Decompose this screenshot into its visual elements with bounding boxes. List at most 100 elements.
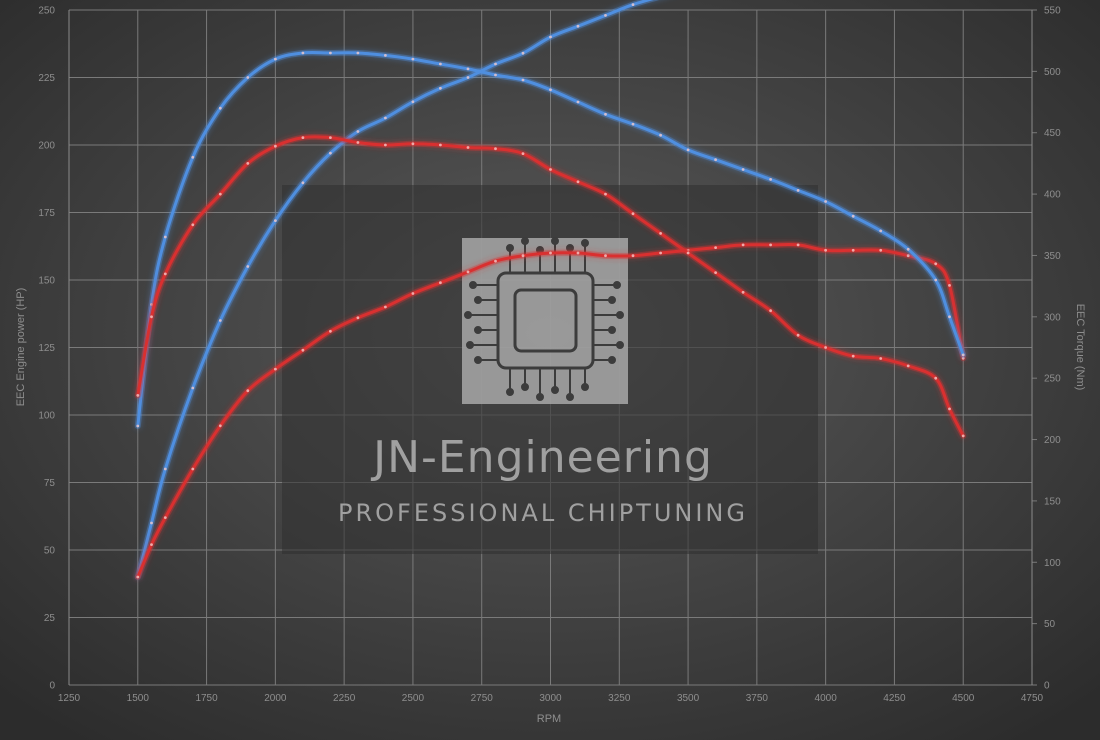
series-point bbox=[246, 265, 250, 268]
series-point bbox=[191, 155, 195, 159]
y-left-tick-label: 175 bbox=[38, 208, 55, 219]
series-point bbox=[769, 243, 772, 247]
x-axis-title: RPM bbox=[537, 713, 561, 725]
series-point bbox=[714, 271, 717, 274]
x-tick-label: 3500 bbox=[677, 693, 700, 704]
series-point bbox=[961, 353, 965, 357]
series-point bbox=[934, 376, 938, 380]
series-point bbox=[604, 254, 607, 258]
series-point bbox=[851, 214, 855, 218]
y-axis-left-title: EEC Engine power (HP) bbox=[15, 288, 27, 407]
series-point bbox=[466, 146, 470, 149]
series-point bbox=[329, 136, 332, 140]
y-right-tick-label: 400 bbox=[1044, 190, 1061, 201]
series-point bbox=[851, 354, 855, 358]
series-point bbox=[218, 192, 222, 196]
series-point bbox=[686, 148, 690, 152]
series-point bbox=[466, 270, 470, 274]
y-right-tick-label: 150 bbox=[1044, 496, 1061, 507]
series-point bbox=[948, 315, 951, 319]
series-point bbox=[439, 281, 442, 285]
y-left-tick-label: 225 bbox=[38, 73, 55, 84]
x-tick-label: 4250 bbox=[883, 693, 906, 704]
series-point bbox=[521, 152, 525, 156]
series-point bbox=[659, 232, 662, 235]
x-tick-label: 2500 bbox=[402, 693, 425, 704]
x-tick-label: 1250 bbox=[58, 693, 81, 704]
series-point bbox=[439, 86, 442, 90]
series-point bbox=[356, 51, 360, 55]
series-point bbox=[521, 254, 525, 258]
blue-torque-line bbox=[136, 51, 965, 428]
series-point bbox=[356, 141, 360, 144]
series-point bbox=[769, 309, 772, 313]
series-point bbox=[191, 467, 195, 471]
series-point bbox=[136, 575, 140, 579]
series-point bbox=[494, 147, 497, 151]
series-point bbox=[301, 136, 305, 140]
series-point bbox=[466, 67, 470, 71]
series-point bbox=[521, 78, 525, 82]
series-point bbox=[274, 144, 277, 148]
series-point bbox=[163, 272, 167, 276]
series-point bbox=[879, 357, 883, 360]
y-left-tick-label: 200 bbox=[38, 141, 55, 152]
series-point bbox=[384, 54, 387, 57]
series-point bbox=[218, 106, 222, 110]
y-right-tick-label: 250 bbox=[1044, 374, 1061, 385]
x-tick-label: 2750 bbox=[471, 693, 494, 704]
series-point bbox=[329, 51, 332, 55]
series-point bbox=[604, 192, 607, 196]
series-point bbox=[246, 76, 250, 79]
series-point bbox=[879, 229, 883, 233]
x-tick-label: 3750 bbox=[746, 693, 769, 704]
series-point bbox=[466, 76, 470, 79]
series-point bbox=[246, 389, 250, 393]
y-left-tick-label: 75 bbox=[44, 478, 56, 489]
series-point bbox=[631, 254, 635, 258]
series-point bbox=[796, 333, 800, 337]
series-point bbox=[191, 386, 195, 390]
series-point bbox=[136, 394, 140, 397]
series-point bbox=[659, 251, 662, 255]
series-point bbox=[163, 467, 167, 471]
y-right-tick-label: 50 bbox=[1044, 619, 1056, 630]
y-right-tick-label: 300 bbox=[1044, 312, 1061, 323]
series-point bbox=[631, 3, 635, 6]
y-right-tick-label: 200 bbox=[1044, 435, 1061, 446]
series-point bbox=[356, 130, 360, 133]
series-point bbox=[301, 348, 305, 352]
series-point bbox=[329, 329, 332, 333]
series-point bbox=[274, 57, 277, 61]
series-point bbox=[741, 168, 745, 171]
series-point bbox=[163, 235, 167, 239]
series-group bbox=[134, 0, 967, 580]
series-point bbox=[934, 262, 938, 266]
series-point bbox=[906, 254, 910, 258]
series-point bbox=[549, 251, 552, 255]
series-point bbox=[741, 243, 745, 247]
series-point bbox=[439, 143, 442, 147]
y-left-tick-label: 125 bbox=[38, 343, 55, 354]
series-point bbox=[549, 88, 552, 92]
y-left-tick-label: 100 bbox=[38, 411, 55, 422]
y-right-tick-label: 0 bbox=[1044, 681, 1050, 692]
series-point bbox=[851, 248, 855, 252]
series-point bbox=[796, 243, 800, 247]
series-point bbox=[246, 162, 250, 165]
series-point bbox=[218, 424, 222, 428]
series-point bbox=[741, 290, 745, 294]
series-point bbox=[150, 543, 153, 546]
series-point bbox=[549, 168, 552, 171]
series-point bbox=[906, 247, 910, 251]
series-point bbox=[879, 248, 883, 252]
y-right-tick-label: 100 bbox=[1044, 558, 1061, 569]
watermark-subtitle: PROFESSIONAL CHIPTUNING bbox=[338, 499, 748, 527]
series-point bbox=[274, 219, 277, 223]
series-point bbox=[604, 112, 607, 116]
x-tick-label: 4500 bbox=[952, 693, 975, 704]
series-point bbox=[191, 223, 195, 227]
series-point bbox=[218, 319, 222, 322]
series-point bbox=[686, 251, 690, 255]
watermark: JN-Engineering PROFESSIONAL CHIPTUNING bbox=[282, 185, 818, 554]
